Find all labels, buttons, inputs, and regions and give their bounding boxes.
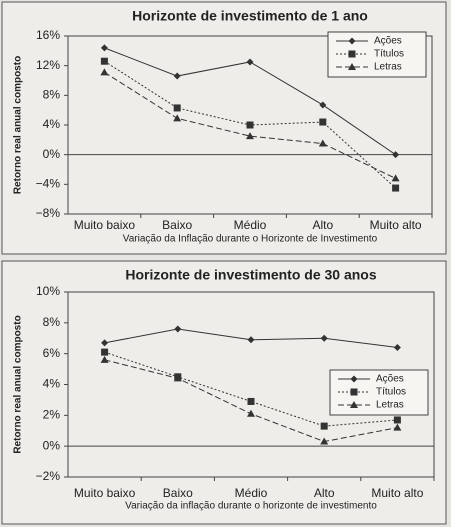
point xyxy=(246,58,254,66)
point xyxy=(320,437,329,445)
legend-label: Letras xyxy=(376,400,404,411)
point xyxy=(173,374,182,382)
point xyxy=(247,397,255,405)
point xyxy=(391,174,400,182)
x-tick-label: Muito baixo xyxy=(74,218,136,232)
point xyxy=(393,423,402,431)
x-tick-label: Baixo xyxy=(162,218,192,232)
x-tick-label: Muito alto xyxy=(371,486,423,500)
legend-label: Ações xyxy=(376,374,404,385)
point xyxy=(393,344,401,351)
legend-label: Ações xyxy=(374,36,402,47)
point xyxy=(101,348,109,356)
x-tick-label: Muito alto xyxy=(370,218,422,232)
point xyxy=(319,101,327,109)
point xyxy=(100,57,108,65)
y-tick-label: 8% xyxy=(43,88,61,102)
legend-marker xyxy=(348,50,356,58)
x-tick-label: Baixo xyxy=(163,486,193,500)
y-tick-label: −8% xyxy=(36,206,61,220)
y-tick-label: 6% xyxy=(43,346,61,360)
legend-label: Títulos xyxy=(374,49,404,60)
point xyxy=(101,339,109,347)
legend-marker xyxy=(350,388,358,396)
x-tick-label: Médio xyxy=(234,218,267,232)
x-tick-label: Médio xyxy=(235,486,268,500)
point xyxy=(100,68,109,76)
legend-marker xyxy=(348,63,356,70)
point xyxy=(100,355,109,363)
chart-title: Horizonte de investimento de 30 anos xyxy=(125,267,376,283)
point xyxy=(173,104,181,112)
y-tick-label: −4% xyxy=(36,177,61,191)
point xyxy=(392,184,400,192)
point xyxy=(320,334,328,342)
y-tick-label: 0% xyxy=(43,438,61,452)
point xyxy=(246,132,254,140)
series-line xyxy=(104,71,396,179)
y-tick-label: 10% xyxy=(36,284,60,298)
x-axis-label: Variação da Inflação durante o Horizonte… xyxy=(123,234,378,245)
point xyxy=(246,121,254,129)
y-tick-label: 8% xyxy=(43,315,61,329)
chart-title: Horizonte de investimento de 1 ano xyxy=(132,8,368,24)
series-line xyxy=(104,351,398,427)
point xyxy=(320,422,328,430)
point xyxy=(100,44,108,52)
point xyxy=(319,118,327,126)
x-tick-label: Alto xyxy=(314,486,335,500)
y-tick-label: −2% xyxy=(36,469,61,483)
point xyxy=(318,139,327,147)
y-tick-label: 12% xyxy=(36,58,60,72)
y-tick-label: 0% xyxy=(43,147,61,161)
point xyxy=(173,114,182,122)
y-axis-label: Retorno real anual composto xyxy=(13,56,24,194)
point xyxy=(247,336,255,344)
point xyxy=(173,72,181,80)
legend-marker xyxy=(348,37,356,45)
point xyxy=(392,151,400,159)
legend-label: Letras xyxy=(374,62,402,73)
point xyxy=(393,416,401,424)
y-tick-label: 16% xyxy=(36,28,60,42)
point xyxy=(174,325,182,333)
y-tick-label: 4% xyxy=(43,117,61,131)
point xyxy=(247,409,255,417)
legend-label: Títulos xyxy=(376,387,406,398)
y-tick-label: 2% xyxy=(43,408,61,422)
x-axis-label: Variação da inflação durante o horizonte… xyxy=(125,501,377,512)
legend-marker xyxy=(350,401,358,408)
x-tick-label: Alto xyxy=(312,218,333,232)
y-tick-label: 4% xyxy=(43,377,61,391)
y-axis-label: Retorno real anual composto xyxy=(13,315,24,453)
legend-marker xyxy=(350,375,358,383)
x-tick-label: Muito baixo xyxy=(74,486,136,500)
